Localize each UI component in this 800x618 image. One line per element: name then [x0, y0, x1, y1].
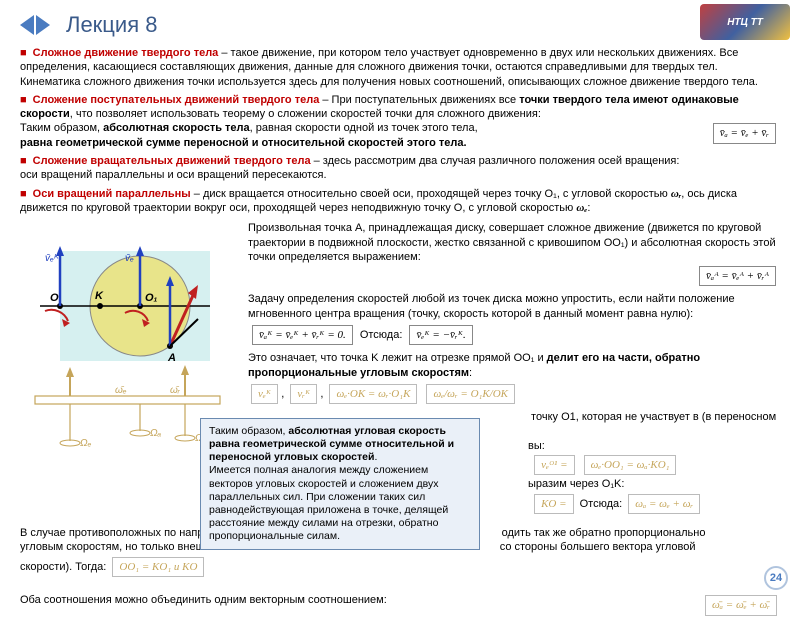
para-1: ■Сложное движение твердого тела – такое …: [20, 46, 780, 89]
nav-next-icon[interactable]: [36, 15, 50, 35]
formula-vk2: v̄ₑᴷ = −v̄ᵣᴷ.: [409, 325, 472, 345]
page-number: 24: [764, 566, 788, 590]
formula-vk: v̄ₐᴷ = v̄ₑᴷ + v̄ᵣᴷ = 0.: [252, 325, 353, 345]
svg-text:ω̄ₑ: ω̄ₑ: [115, 385, 127, 396]
kinematics-diagram: O K O₁ A v̄ₑᴷ v̄ₑ Ωₑ Ωₐ Ωᵣ ω̄: [20, 221, 240, 451]
para-4: ■Оси вращений параллельны – диск вращает…: [20, 187, 780, 216]
svg-text:O₁: O₁: [145, 292, 158, 304]
formula-v-sum: v̄ₐ = v̄ₑ + v̄ᵣ: [713, 123, 776, 143]
svg-text:Ωₐ: Ωₐ: [150, 428, 162, 439]
para-2: ■Сложение поступательных движений твердо…: [20, 93, 780, 150]
svg-text:v̄ₑᴷ: v̄ₑᴷ: [45, 253, 60, 264]
lecture-title: Лекция 8: [66, 12, 157, 38]
svg-text:Ωₑ: Ωₑ: [80, 438, 92, 449]
svg-text:O: O: [50, 292, 59, 304]
para-3: ■Сложение вращательных движений твердого…: [20, 154, 780, 183]
formula-va: v̄ₐᴬ = v̄ₑᴬ + v̄ᵣᴬ: [699, 266, 776, 286]
nav-prev-icon[interactable]: [20, 15, 34, 35]
svg-text:K: K: [95, 290, 104, 302]
svg-text:v̄ₑ: v̄ₑ: [125, 253, 134, 264]
logo: НТЦ ТТ: [700, 4, 790, 40]
callout-box: Таким образом, абсолютная угловая скорос…: [200, 418, 480, 550]
svg-text:A: A: [167, 352, 176, 364]
svg-text:ω̄ᵣ: ω̄ᵣ: [170, 385, 181, 396]
